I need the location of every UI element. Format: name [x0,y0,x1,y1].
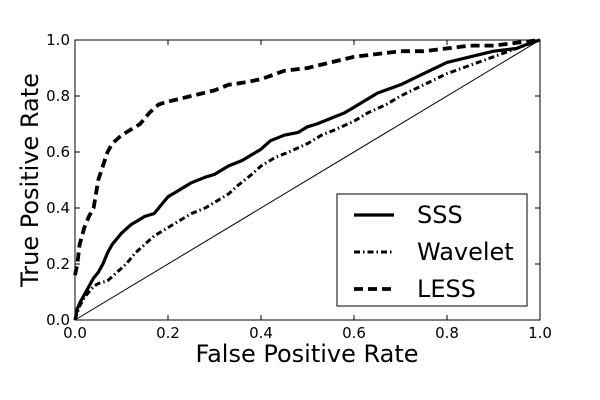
y-axis-label: True Positive Rate [16,73,44,288]
series-line-wavelet [73,38,541,321]
x-axis-label: False Positive Rate [195,340,418,368]
plot-frame [74,39,541,321]
x-tick-label: 0.8 [435,324,459,342]
y-tick-label: 1.0 [46,31,70,49]
reference-diagonal-line [74,39,541,321]
series-line-less [73,38,541,276]
y-tick-label: 0.2 [46,255,70,273]
x-tick-label: 0.4 [249,324,273,342]
x-tick-label: 0.2 [156,324,180,342]
x-tick-label: 0.6 [342,324,366,342]
x-tick-label: 1.0 [528,324,552,342]
plot-area [73,38,541,321]
y-tick-label: 0.8 [46,87,70,105]
legend-label-less: LESS [417,275,476,303]
legend: SSS Wavelet LESS [336,193,528,307]
y-tick-label: 0.0 [46,311,70,329]
axis-ticks: 0.0 0.2 0.4 0.6 0.8 1.0 0.0 0.2 0.4 0.6 0.8 1.0 [46,31,552,342]
x-tick-label: 0.0 [63,324,87,342]
y-tick-label: 0.6 [46,143,70,161]
y-tick-label: 0.4 [46,199,70,217]
series-line-sss [73,38,541,321]
legend-label-sss: SSS [417,201,463,229]
legend-label-wavelet: Wavelet [417,238,514,266]
